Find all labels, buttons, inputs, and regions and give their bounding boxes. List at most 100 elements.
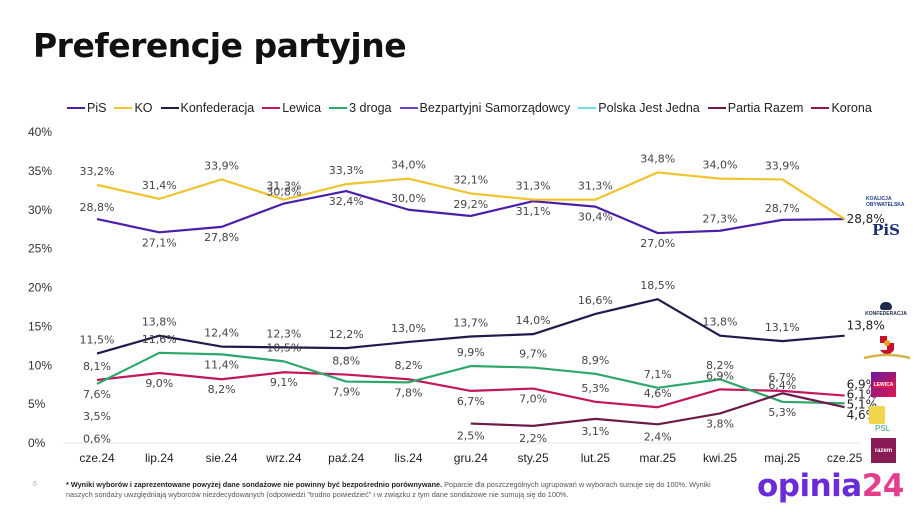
y-tick-label: 30%: [28, 203, 52, 217]
page-number: 6: [33, 481, 37, 488]
series-line-pis: [96, 189, 845, 235]
legend-swatch: [707, 106, 726, 110]
series-line-konfederacja: [96, 298, 845, 355]
data-label: 31,1%: [516, 205, 551, 218]
data-label: 9,7%: [519, 348, 547, 361]
data-label: 2,2%: [519, 432, 547, 445]
brand-text: opinia: [757, 468, 862, 504]
data-label: 27,3%: [703, 213, 738, 226]
legend-label: KO: [134, 101, 153, 115]
x-tick-label: mar.25: [639, 451, 676, 465]
data-label: 8,2%: [395, 359, 423, 372]
data-label: 12,3%: [266, 327, 301, 340]
legend-label: 3 droga: [349, 101, 392, 115]
logo-psl-text: PSL: [875, 423, 891, 433]
legend-label: Polska Jest Jedna: [598, 101, 700, 115]
logo-pis-text: PiS: [872, 221, 900, 239]
chart-legend: PiS KO Konfederacja Lewica 3 droga Bezpartyjn…: [67, 101, 872, 115]
konfederacja-emblem-icon: [880, 301, 892, 310]
data-label: 7,1%: [644, 368, 672, 381]
data-label: 13,7%: [453, 316, 488, 329]
data-label: 9,0%: [145, 377, 173, 390]
data-label: 28,7%: [765, 202, 800, 215]
data-label: 6,7%: [457, 395, 485, 408]
x-tick-label: lis.24: [394, 451, 422, 465]
legend-item: Partia Razem: [707, 101, 804, 115]
data-label: 8,8%: [332, 355, 360, 368]
legend-swatch: [811, 106, 830, 110]
data-label: 8,2%: [208, 383, 236, 396]
logo-konfederacja: KONFEDERACJA: [862, 298, 910, 320]
series-line-ko: [96, 171, 846, 221]
y-tick-label: 10%: [28, 358, 52, 372]
legend-swatch: [67, 106, 85, 110]
data-label: 4,6%: [644, 387, 672, 400]
data-label: 29,2%: [453, 198, 488, 211]
logo-koalicja-obywatelska: KOALICJA OBYWATELSKA: [866, 194, 906, 210]
data-label: 13,0%: [391, 322, 426, 335]
legend-label: Partia Razem: [727, 101, 804, 115]
data-label: 28,8%: [847, 212, 885, 226]
data-label: 6,1%: [847, 388, 878, 402]
data-label: 18,5%: [640, 279, 675, 292]
legend-item: PiS: [67, 101, 106, 115]
legend-item: Konfederacja: [160, 101, 255, 115]
data-label: 6,9%: [847, 377, 878, 391]
footnote: * Wyniki wyborów i zaprezentowane powyże…: [66, 480, 726, 499]
x-tick-label: gru.24: [454, 451, 488, 465]
legend-label: Lewica: [282, 101, 322, 115]
data-label: 16,6%: [578, 294, 613, 307]
data-label: 27,8%: [204, 231, 239, 244]
legend-item: Korona: [811, 101, 872, 115]
y-tick-label: 20%: [28, 281, 52, 295]
data-label: 3,5%: [83, 410, 111, 423]
data-label: 12,4%: [204, 327, 239, 340]
x-tick-label: wrz.24: [265, 451, 302, 465]
x-tick-label: paź.24: [328, 451, 364, 465]
y-tick-label: 5%: [28, 397, 46, 411]
logo-korona: [862, 334, 912, 362]
series-line-partia-razem: [470, 392, 845, 427]
x-tick-label: lip.24: [145, 451, 174, 465]
data-label: 13,8%: [142, 316, 177, 329]
logo-pis: PiS: [870, 218, 902, 242]
data-label: 13,1%: [765, 321, 800, 334]
y-tick-label: 15%: [28, 319, 52, 333]
data-label: 8,1%: [83, 360, 111, 373]
data-label: 13,8%: [703, 316, 738, 329]
data-label: 33,2%: [80, 165, 115, 178]
data-label: 33,9%: [204, 159, 239, 172]
data-label: 14,0%: [516, 314, 551, 327]
legend-label: Korona: [831, 101, 872, 115]
trzecia-droga-emblem-icon: [869, 405, 885, 424]
data-label: 31,3%: [266, 180, 301, 193]
logo-razem: razem: [871, 438, 896, 463]
data-label: 2,5%: [457, 430, 485, 443]
data-label: 34,0%: [703, 159, 738, 172]
logo-lewica: LEWICA: [871, 372, 896, 397]
legend-item: 3 droga: [329, 101, 392, 115]
data-label: 6,9%: [706, 369, 734, 382]
data-label: 0,6%: [83, 432, 111, 445]
legend-item: Lewica: [262, 101, 321, 115]
logo-razem-text: razem: [874, 447, 893, 454]
legend-label: Konfederacja: [180, 101, 255, 115]
x-tick-label: cze.24: [79, 451, 115, 465]
data-label: 30,0%: [391, 192, 426, 205]
data-label: 30,4%: [578, 211, 613, 224]
y-tick-label: 35%: [28, 164, 52, 178]
data-label: 7,6%: [83, 388, 111, 401]
data-label: 33,3%: [329, 164, 364, 177]
x-tick-label: sie.24: [206, 451, 238, 465]
footnote-text: Poparcie dla poszczególnych ugrupowań w …: [66, 480, 711, 499]
data-label: 11,6%: [142, 333, 177, 346]
data-label: 3,1%: [581, 425, 609, 438]
legend-item: Polska Jest Jedna: [578, 101, 700, 115]
data-label: 8,2%: [706, 359, 734, 372]
crown-shield-icon: [863, 336, 911, 360]
data-label: 5,3%: [768, 406, 796, 419]
data-label: 6,7%: [768, 371, 796, 384]
data-label: 28,8%: [80, 201, 115, 214]
data-label: 32,4%: [329, 195, 364, 208]
data-labels: 28,8% 27,1% 27,8% 30,8% 32,4% 30,0% 29,2% 31,1%…: [80, 152, 885, 445]
